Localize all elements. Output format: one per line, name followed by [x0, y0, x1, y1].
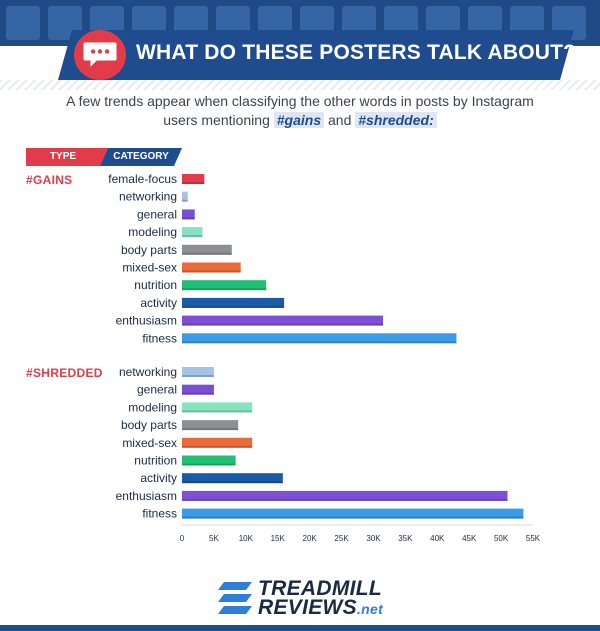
- bar: [182, 455, 236, 466]
- bar: [182, 402, 253, 413]
- bar-shade: [182, 498, 508, 501]
- category-label: networking: [119, 190, 177, 204]
- category-label: modeling: [128, 400, 177, 414]
- bar-shade: [182, 252, 232, 255]
- bar: [182, 490, 508, 501]
- bar-shade: [182, 463, 236, 466]
- page-title: WHAT DO THESE POSTERS TALK ABOUT?: [136, 41, 577, 64]
- bar-shade: [182, 182, 205, 184]
- logo-line-1: TREADMILL: [258, 577, 383, 600]
- bar-shade: [182, 288, 267, 291]
- decor-tile: [6, 6, 40, 40]
- x-tick-label: 15K: [271, 534, 286, 543]
- category-label: general: [137, 207, 177, 221]
- subtitle-line-1: A few trends appear when classifying the…: [66, 93, 534, 109]
- legend-type: TYPE: [26, 148, 108, 166]
- bar: [182, 244, 232, 255]
- group-label-shredded: #SHREDDED: [26, 366, 103, 380]
- bar-shade: [182, 516, 524, 519]
- group-label-gains: #GAINS: [26, 173, 73, 187]
- bar-shade: [182, 392, 214, 395]
- bar-shade: [182, 235, 203, 238]
- bar: [182, 297, 285, 308]
- hashtag-shredded: #shredded:: [355, 112, 437, 128]
- logo-wordmark: TREADMILL REVIEWS.net: [258, 577, 384, 619]
- subtitle-and: and: [324, 112, 356, 128]
- title-banner: [58, 30, 574, 80]
- bar: [182, 280, 267, 291]
- bar-shade: [182, 428, 239, 431]
- bar-shade: [182, 410, 253, 413]
- x-tick-label: 0: [180, 534, 185, 543]
- bar: [182, 191, 188, 202]
- bar: [182, 508, 524, 519]
- bar-chart: female-focus networking general modeling bod…: [108, 172, 541, 543]
- bar: [182, 420, 239, 431]
- x-tick-label: 10K: [239, 534, 254, 543]
- category-label: enthusiasm: [116, 489, 177, 503]
- category-label: networking: [119, 365, 177, 379]
- bar-shade: [182, 270, 241, 273]
- category-label: activity: [140, 471, 177, 485]
- bottom-bar: [0, 625, 600, 631]
- bar-shade: [182, 445, 253, 448]
- bar-shade: [182, 199, 188, 202]
- x-tick-label: 50K: [494, 534, 509, 543]
- bar: [182, 367, 214, 377]
- category-label: mixed-sex: [122, 261, 177, 275]
- bar-shade: [182, 375, 214, 377]
- category-label: fitness: [142, 507, 177, 521]
- banner-stripes: [0, 80, 600, 90]
- legend-category: CATEGORY: [100, 148, 182, 166]
- category-label: body parts: [121, 418, 177, 432]
- bar: [182, 174, 205, 184]
- bar-shade: [182, 481, 283, 484]
- logo-line-2: REVIEWS.net: [258, 596, 384, 619]
- bar: [182, 227, 203, 238]
- category-label: modeling: [128, 225, 177, 239]
- bar: [182, 473, 283, 484]
- bar: [182, 384, 214, 395]
- treadmill-logo-icon: [218, 582, 252, 614]
- bar-shade: [182, 305, 285, 308]
- bar-shade: [182, 341, 457, 344]
- subtitle-text: users mentioning: [163, 112, 274, 128]
- category-label: activity: [140, 296, 177, 310]
- category-label: fitness: [142, 331, 177, 345]
- x-tick-label: 20K: [303, 534, 318, 543]
- x-tick-label: 25K: [334, 534, 349, 543]
- category-label: body parts: [121, 243, 177, 257]
- bar: [182, 333, 457, 344]
- x-tick-label: 40K: [430, 534, 445, 543]
- speech-bubble-icon: [82, 41, 118, 70]
- logo-net: .net: [356, 601, 384, 617]
- category-label: nutrition: [134, 454, 177, 468]
- x-tick-label: 35K: [398, 534, 413, 543]
- bar: [182, 437, 253, 448]
- bar-shade: [182, 323, 384, 326]
- bar: [182, 209, 195, 220]
- subtitle-line-2: users mentioning #gains and #shredded:: [60, 111, 540, 130]
- x-tick-label: 30K: [366, 534, 381, 543]
- hashtag-gains: #gains: [273, 112, 325, 128]
- x-tick-label: 45K: [462, 534, 477, 543]
- bar: [182, 262, 241, 273]
- category-label: nutrition: [134, 278, 177, 292]
- logo-reviews: REVIEWS: [258, 596, 357, 619]
- category-label: mixed-sex: [122, 436, 177, 450]
- category-label: general: [137, 383, 177, 397]
- subtitle: A few trends appear when classifying the…: [60, 92, 540, 130]
- x-tick-label: 5K: [209, 534, 219, 543]
- category-label: female-focus: [108, 172, 177, 186]
- x-tick-label: 55K: [526, 534, 541, 543]
- bar-shade: [182, 217, 195, 220]
- bar: [182, 315, 384, 326]
- category-label: enthusiasm: [116, 314, 177, 328]
